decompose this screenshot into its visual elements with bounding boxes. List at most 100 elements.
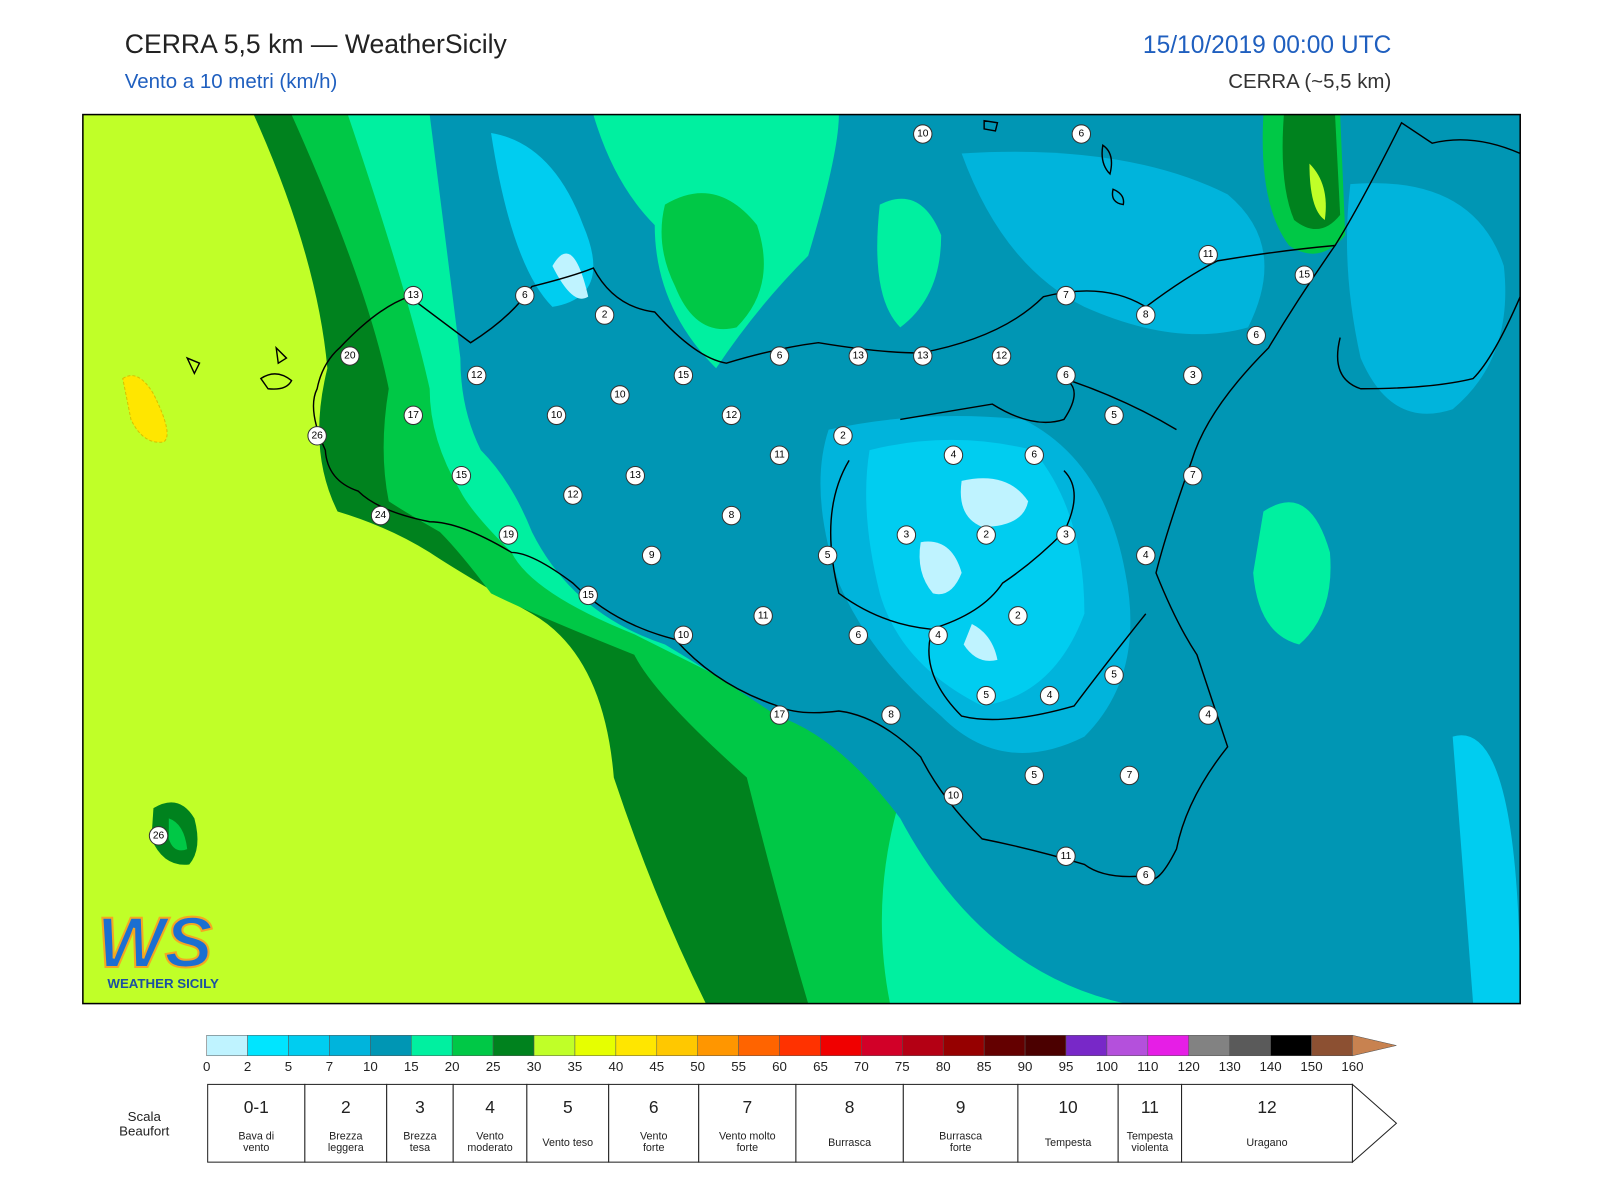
colorbar-box <box>615 1035 658 1057</box>
station-marker <box>578 585 598 606</box>
colorbar-tick-label: 60 <box>772 1059 787 1074</box>
station-value: 6 <box>1063 370 1069 381</box>
station-value: 13 <box>853 351 865 362</box>
colorbar-box <box>451 1035 494 1057</box>
datetime: 15/10/2019 00:00 UTC <box>1143 32 1391 59</box>
beaufort-force: 10 <box>1058 1097 1077 1117</box>
colorbar-box <box>983 1035 1026 1057</box>
beaufort-cell <box>526 1083 610 1163</box>
colorbar-box <box>533 1035 576 1057</box>
colorbar-tick-label: 40 <box>608 1059 623 1074</box>
beaufort-force: 9 <box>956 1097 966 1117</box>
beaufort-cell <box>608 1083 700 1163</box>
beaufort-label: violenta <box>1131 1142 1168 1154</box>
station-marker <box>1104 665 1124 685</box>
beaufort-title: Scala <box>128 1109 162 1124</box>
beaufort-force: 0-1 <box>244 1097 269 1117</box>
station-value: 7 <box>1127 770 1133 781</box>
colorbar-box <box>861 1035 903 1057</box>
beaufort-force: 4 <box>485 1097 495 1117</box>
station-marker <box>928 625 948 646</box>
station-value: 6 <box>1078 129 1084 140</box>
station-marker <box>1136 305 1156 325</box>
station-value: 7 <box>1063 290 1069 301</box>
station-value: 15 <box>456 470 468 481</box>
beaufort-label: Uragano <box>1246 1137 1287 1149</box>
colorbar-box <box>1024 1035 1067 1057</box>
station-marker <box>515 285 535 306</box>
station-marker <box>753 606 773 626</box>
station-marker <box>913 124 933 144</box>
station-value: 11 <box>1203 249 1214 260</box>
station-marker <box>1183 465 1203 486</box>
station-value: 20 <box>344 351 356 362</box>
station-value: 7 <box>1190 470 1196 481</box>
colorbar-tick-label: 70 <box>854 1059 869 1074</box>
colorbar-box <box>574 1035 617 1057</box>
colorbar-box <box>820 1035 862 1057</box>
station-value: 6 <box>1253 330 1259 341</box>
beaufort-label: moderato <box>467 1142 512 1154</box>
colorbar-tick-label: 100 <box>1096 1059 1118 1074</box>
beaufort-arrow <box>1351 1083 1398 1164</box>
colorbar-box <box>1106 1035 1149 1057</box>
beaufort-label: forte <box>737 1142 759 1154</box>
colorbar-tick-label: 0 <box>203 1059 210 1074</box>
station-value: 5 <box>1111 410 1117 421</box>
station-marker <box>1008 606 1028 626</box>
beaufort-force: 3 <box>415 1097 425 1117</box>
station-value: 3 <box>1063 530 1069 541</box>
beaufort-title: Beaufort <box>119 1124 170 1139</box>
station-marker <box>769 445 790 465</box>
colorbar-box <box>1065 1035 1108 1057</box>
beaufort-cell <box>386 1083 454 1163</box>
beaufort-label: Tempesta <box>1045 1137 1092 1149</box>
station-marker <box>769 705 790 725</box>
beaufort-label: Vento <box>476 1131 503 1143</box>
station-marker <box>498 525 519 545</box>
station-marker <box>1119 765 1140 786</box>
colorbar-box <box>1147 1035 1190 1057</box>
station-marker <box>896 525 917 545</box>
colorbar-tick-label: 160 <box>1341 1059 1363 1074</box>
colorbar-tick-label: 110 <box>1137 1059 1158 1074</box>
station-marker <box>451 465 472 486</box>
station-marker <box>976 685 996 706</box>
station-marker <box>1246 325 1266 346</box>
colorbar-tick-label: 85 <box>977 1059 992 1074</box>
station-value: 5 <box>1031 770 1037 781</box>
station-marker <box>976 525 996 545</box>
station-marker <box>546 405 567 426</box>
station-value: 12 <box>996 351 1008 362</box>
beaufort-cell <box>698 1083 797 1163</box>
station-marker <box>943 786 964 806</box>
beaufort-label: vento <box>243 1142 269 1154</box>
station-value: 24 <box>375 510 387 521</box>
colorbar-box <box>410 1035 453 1057</box>
beaufort-label: Burrasca <box>828 1137 871 1149</box>
colorbar-tick-label: 75 <box>895 1059 910 1074</box>
station-value: 13 <box>408 290 420 301</box>
station-value: 3 <box>904 530 910 541</box>
station-value: 11 <box>758 610 769 621</box>
station-marker <box>1056 285 1076 306</box>
colorbar-tick-label: 80 <box>936 1059 951 1074</box>
title: CERRA 5,5 km — WeatherSicily <box>125 29 508 59</box>
station-marker <box>1198 705 1218 725</box>
colorbar-box <box>697 1035 739 1057</box>
beaufort-force: 2 <box>341 1097 351 1117</box>
station-value: 4 <box>1205 710 1211 721</box>
wind-field <box>82 114 1521 1004</box>
colorbar-box <box>779 1035 821 1057</box>
beaufort-label: Bava di <box>238 1131 274 1143</box>
colorbar-box <box>1270 1035 1312 1057</box>
station-value: 6 <box>855 630 861 641</box>
colorbar-tick-label: 65 <box>813 1059 828 1074</box>
station-marker <box>148 826 169 846</box>
station-value: 12 <box>471 370 483 381</box>
station-value: 13 <box>917 351 929 362</box>
station-marker <box>1183 365 1203 386</box>
colorbar-box <box>1229 1035 1271 1057</box>
station-value: 5 <box>983 690 989 701</box>
colorbar-tick-label: 5 <box>285 1059 292 1074</box>
